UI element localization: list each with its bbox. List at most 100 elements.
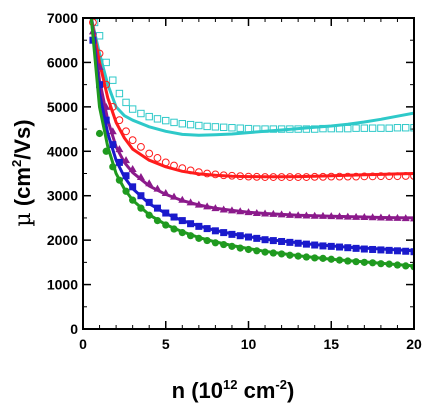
data-point	[186, 120, 195, 129]
data-point	[319, 242, 327, 250]
x-axis-title-base: n (10	[172, 378, 223, 403]
data-point	[311, 241, 319, 249]
data-point	[136, 173, 145, 181]
data-point	[228, 171, 236, 180]
y-tick-label: 2000	[47, 232, 78, 248]
fit-line-5	[89, 18, 414, 268]
data-point	[402, 262, 410, 270]
data-point	[102, 116, 110, 124]
x-tick-label: 15	[323, 336, 339, 352]
data-point	[410, 248, 414, 256]
data-point	[102, 147, 110, 155]
data-point	[385, 260, 393, 268]
data-point	[178, 228, 186, 237]
data-point	[137, 109, 145, 118]
data-point	[294, 173, 303, 181]
x-tick-label: 20	[406, 336, 422, 352]
data-point	[401, 172, 410, 180]
data-point	[261, 248, 269, 256]
data-point	[153, 204, 161, 212]
data-point	[302, 125, 311, 133]
data-point	[178, 120, 187, 128]
data-point	[261, 236, 269, 244]
data-point	[377, 246, 385, 254]
data-point	[228, 230, 236, 238]
data-point	[360, 258, 368, 266]
data-point	[311, 254, 319, 262]
data-point	[122, 127, 130, 136]
data-point	[327, 255, 335, 263]
data-point	[145, 149, 154, 158]
data-point	[327, 212, 336, 220]
data-point	[145, 198, 153, 206]
data-point	[128, 105, 137, 113]
data-point	[244, 208, 253, 216]
data-point	[360, 245, 368, 253]
data-point	[253, 234, 261, 242]
data-point	[128, 165, 137, 173]
data-point	[186, 232, 195, 240]
data-point	[310, 172, 319, 181]
data-point	[194, 168, 203, 177]
data-point	[253, 125, 261, 133]
data-point	[195, 234, 203, 242]
data-point	[294, 239, 302, 247]
fit-line-2	[89, 18, 414, 179]
data-point	[203, 169, 212, 178]
data-point	[360, 124, 369, 132]
data-point	[278, 237, 286, 245]
data-point	[252, 209, 261, 217]
data-point	[145, 179, 154, 187]
data-point	[327, 242, 335, 250]
tick-labels: 0 5 10 15 20 0 1000 2000 3000 4000 5000 6000 7000	[47, 10, 422, 352]
data-point	[269, 125, 278, 133]
data-point	[95, 129, 104, 138]
data-point	[402, 124, 410, 132]
data-point	[122, 172, 130, 180]
y-tick-label: 0	[70, 321, 78, 337]
data-point	[122, 156, 131, 164]
data-point	[245, 233, 252, 241]
data-point	[368, 213, 377, 221]
data-point	[203, 122, 211, 131]
data-point	[410, 172, 414, 180]
data-point	[285, 173, 294, 181]
data-point	[211, 123, 220, 131]
data-point	[220, 229, 228, 237]
data-point	[385, 172, 394, 181]
data-point	[311, 125, 319, 133]
data-point	[352, 244, 360, 252]
y-tick-label: 4000	[47, 143, 78, 159]
data-point	[377, 172, 385, 181]
data-point	[269, 173, 278, 181]
data-point	[294, 125, 302, 133]
x-axis-title-exp2: -2	[275, 377, 287, 392]
data-point	[236, 124, 244, 132]
data-point	[137, 204, 145, 212]
data-point	[108, 102, 117, 111]
data-point	[203, 225, 211, 233]
data-point	[153, 154, 162, 162]
data-point	[211, 239, 219, 247]
data-point	[95, 32, 104, 40]
data-point	[352, 258, 360, 266]
data-point	[335, 172, 344, 181]
data-point	[137, 192, 145, 200]
data-point	[186, 198, 195, 206]
data-point	[128, 136, 137, 145]
data-point	[102, 58, 110, 67]
data-point	[253, 247, 261, 255]
y-tick-label: 1000	[47, 277, 78, 293]
y-axis-title: µ (cm2/Vs)	[9, 119, 36, 226]
data-point	[368, 172, 377, 181]
y-tick-label: 7000	[47, 10, 78, 26]
data-point	[368, 124, 377, 132]
data-point	[96, 81, 104, 89]
data-point	[236, 207, 245, 215]
data-point	[170, 192, 179, 200]
data-point	[261, 173, 269, 181]
data-point	[343, 172, 352, 181]
x-tick-label: 5	[162, 336, 170, 352]
data-point	[236, 244, 244, 252]
data-point	[194, 200, 203, 208]
